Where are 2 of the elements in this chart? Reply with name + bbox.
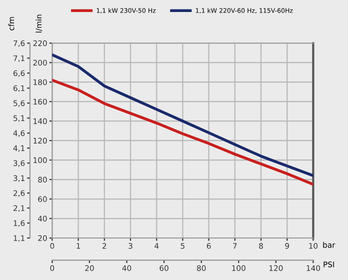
line-series <box>52 78 314 186</box>
line-series <box>52 53 314 178</box>
